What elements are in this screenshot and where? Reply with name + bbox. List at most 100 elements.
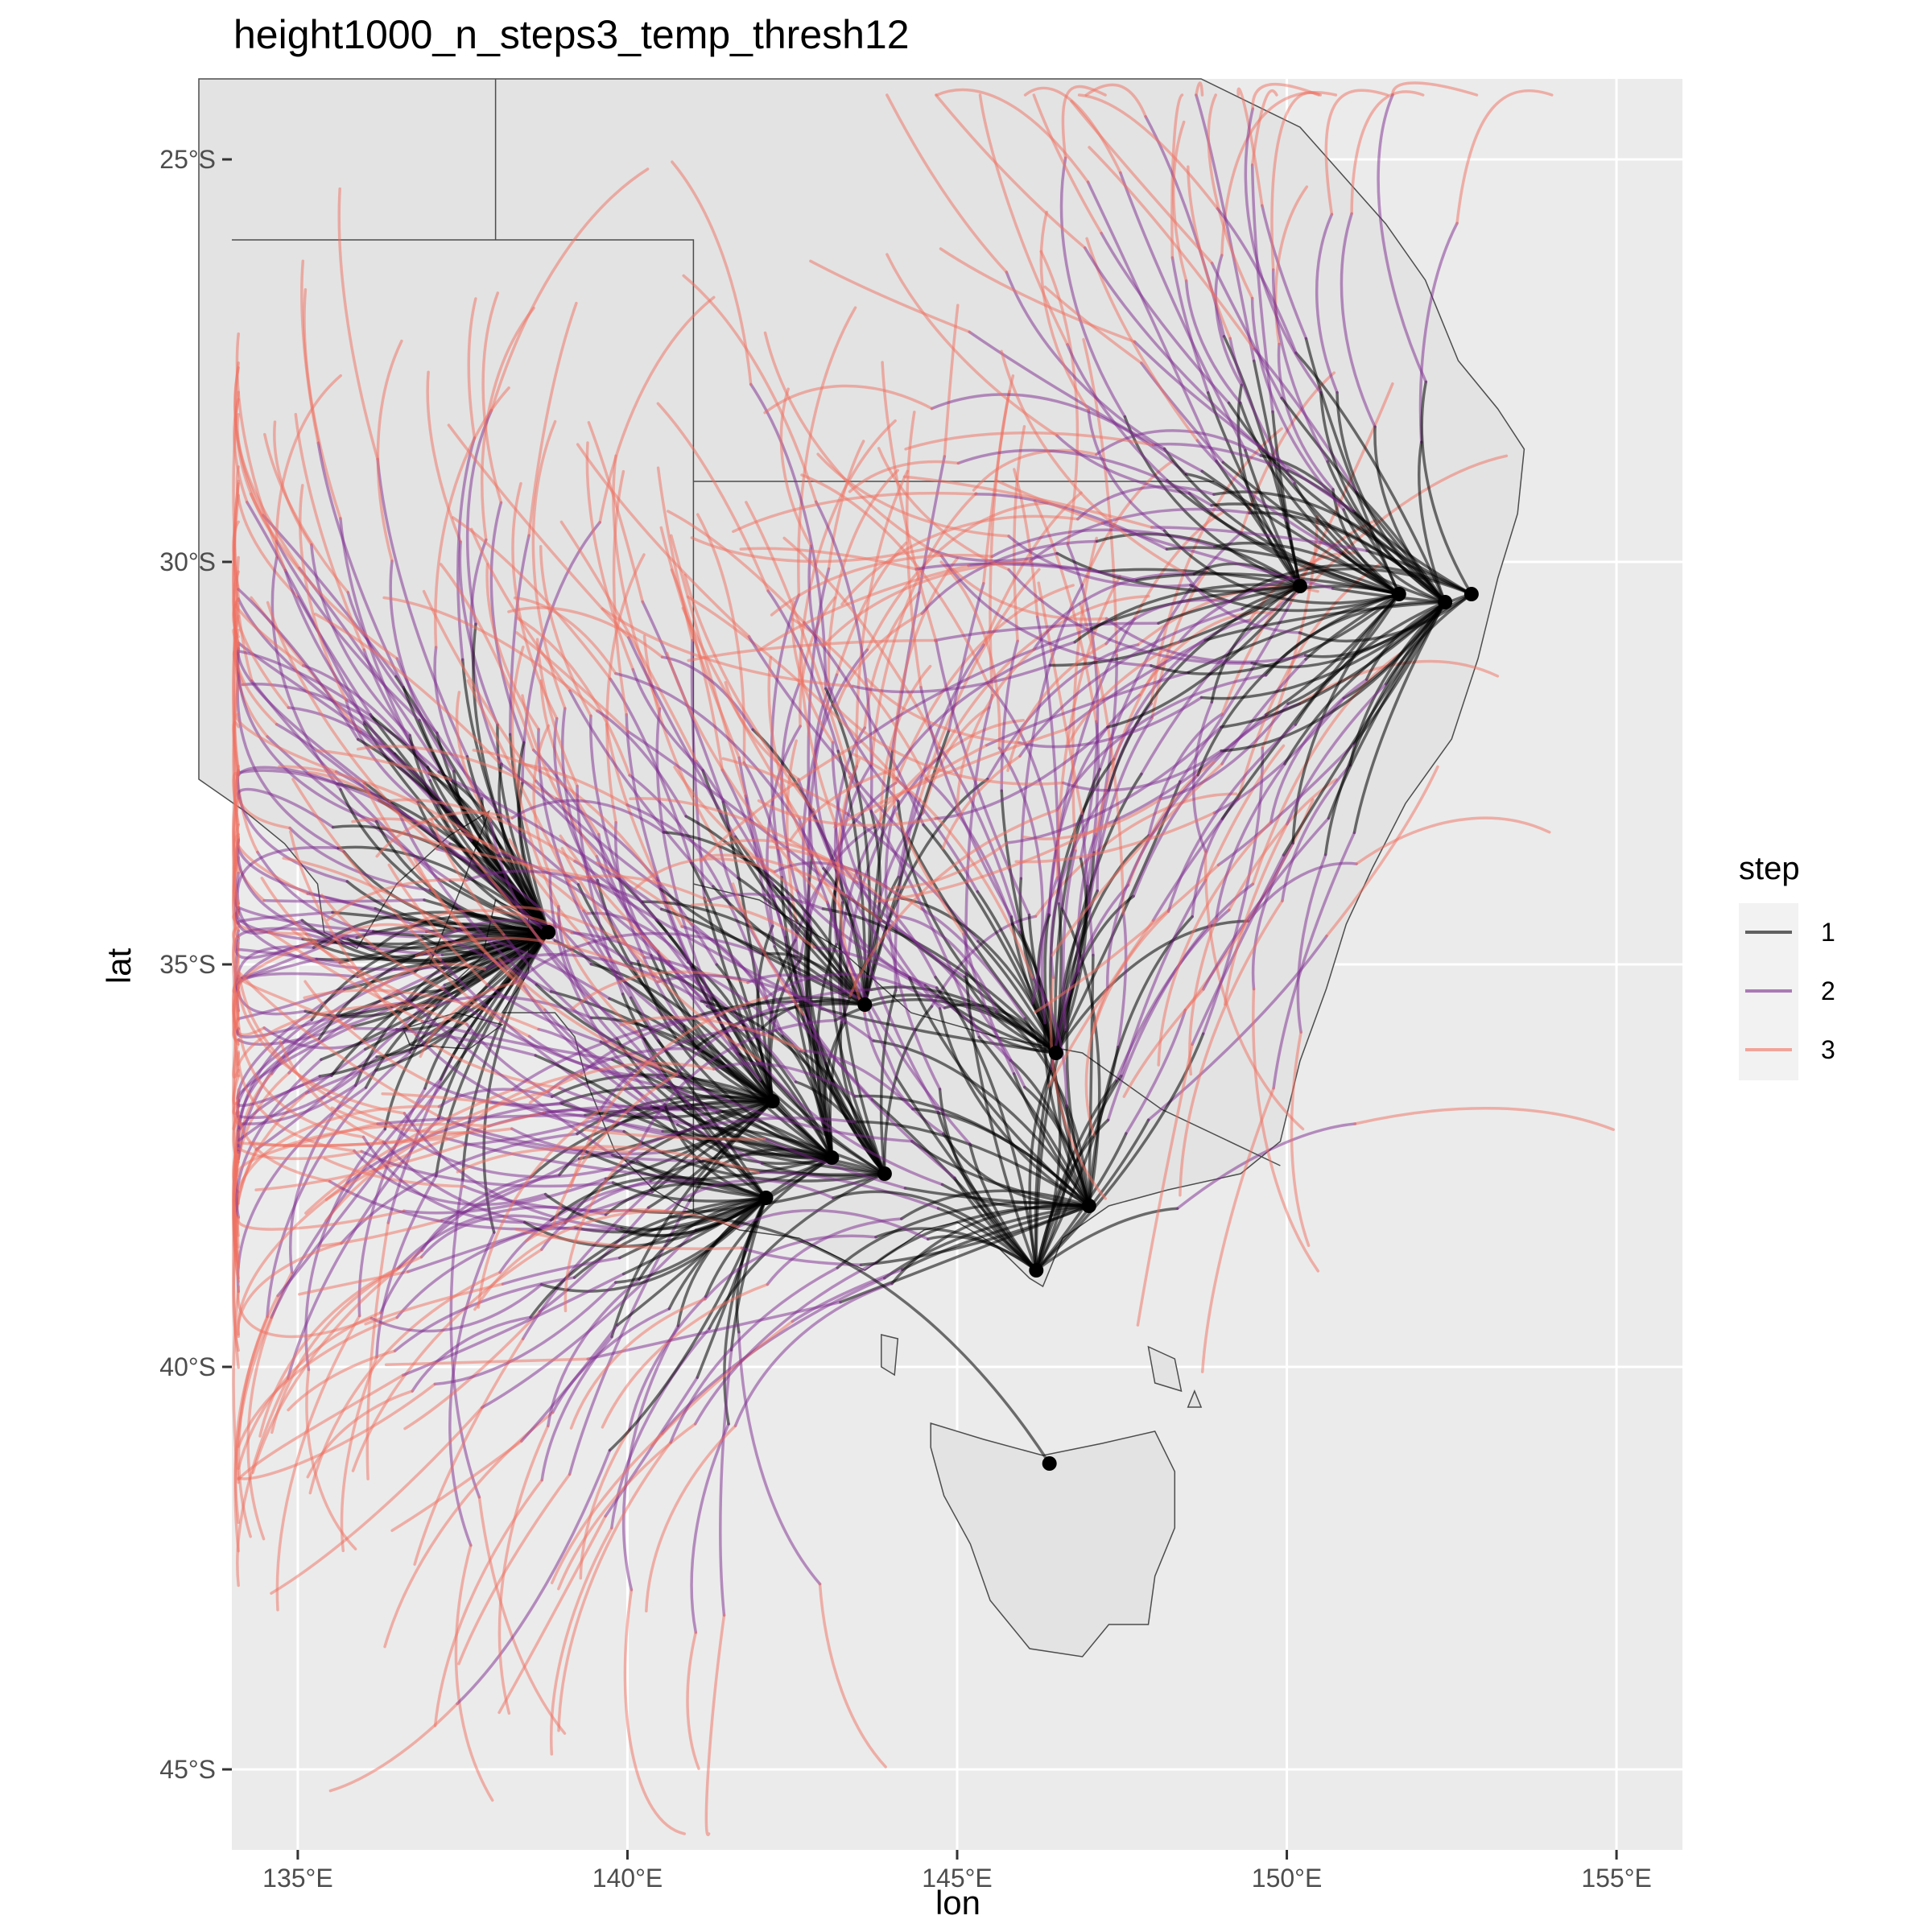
trajectory-step-2: [465, 1022, 700, 1141]
trajectory-step-3: [236, 1088, 332, 1183]
trajectory-step-2: [1184, 279, 1242, 405]
trajectory-step-3: [415, 936, 660, 984]
trajectory-step-3: [921, 706, 991, 815]
trajectory-step-2: [766, 589, 840, 753]
trajectory-step-2: [1019, 583, 1084, 880]
trajectory-step-2: [1215, 762, 1286, 920]
trajectory-step-3: [1203, 849, 1305, 1131]
trajectory-step-2: [920, 539, 1099, 615]
trajectory-step-2: [660, 655, 754, 731]
trajectory-step-3: [1350, 90, 1425, 216]
trajectory-step-3: [376, 339, 403, 563]
trajectory-step-3: [1049, 976, 1107, 1200]
trajectory-step-2: [289, 1084, 357, 1274]
trajectory-step-3: [1033, 863, 1220, 1014]
source-point: [1042, 1456, 1057, 1471]
trajectory-step-1: [940, 1183, 1091, 1210]
land-layer: [198, 78, 1525, 1657]
trajectory-step-1: [543, 1192, 768, 1231]
trajectory-step-3: [422, 589, 538, 783]
trajectory-step-2: [581, 909, 660, 1042]
trajectory-step-3: [433, 1478, 543, 1728]
trajectory-step-2: [1177, 576, 1294, 644]
trajectory-step-3: [852, 753, 1034, 979]
trajectory-step-3: [763, 331, 943, 558]
trajectory-step-3: [939, 247, 1137, 344]
trajectory-step-3: [233, 398, 249, 504]
trajectory-step-3: [1133, 510, 1224, 621]
trajectory-step-3: [881, 361, 938, 644]
trajectory-step-2: [510, 1015, 696, 1092]
trajectory-step-3: [1355, 816, 1551, 865]
trajectory-step-2: [345, 699, 419, 804]
trajectory-step-3: [848, 808, 1059, 997]
trajectory-step-3: [1082, 337, 1118, 657]
trajectory-step-1: [977, 1035, 1091, 1208]
trajectory-step-1: [968, 1142, 1038, 1272]
trajectory-step-2: [237, 906, 438, 971]
trajectory-step-3: [1014, 811, 1216, 864]
x-tick-label: 155°E: [1581, 1864, 1652, 1893]
trajectory-step-3: [473, 1209, 667, 1311]
trajectory-step-2: [855, 626, 1093, 746]
trajectory-step-3: [1250, 89, 1278, 167]
x-tick-label: 145°E: [922, 1864, 993, 1893]
trajectory-step-2: [270, 1078, 443, 1319]
trajectory-step-3: [351, 817, 589, 915]
trajectory-step-3: [550, 1526, 613, 1756]
trajectory-step-3: [497, 1514, 607, 1715]
trajectory-step-2: [456, 436, 477, 662]
trajectory-step-3: [1033, 499, 1098, 724]
trajectory-step-3: [786, 739, 798, 923]
trajectory-step-2: [625, 803, 740, 880]
trajectory-step-1: [657, 1038, 768, 1199]
trajectory-step-3: [681, 606, 801, 820]
trajectory-step-1: [820, 1007, 1058, 1055]
trajectory-step-2: [986, 683, 1064, 910]
trajectory-step-3: [384, 1357, 589, 1367]
trajectory-step-2: [935, 640, 1031, 917]
trajectory-step-2: [1119, 171, 1247, 452]
trajectory-step-1: [550, 1073, 774, 1103]
trajectory-step-1: [953, 1176, 1038, 1272]
trajectory-step-1: [1331, 587, 1447, 604]
trajectory-step-3: [840, 514, 1080, 606]
trajectory-step-2: [1007, 535, 1192, 588]
trajectory-step-3: [237, 1003, 436, 1067]
trajectory-step-1: [1034, 1074, 1123, 1272]
trajectory-step-3: [375, 811, 514, 858]
trajectory-step-2: [436, 847, 593, 966]
trajectory-step-1: [1162, 529, 1401, 605]
trajectory-step-3: [279, 1039, 385, 1144]
trajectory-step-2: [642, 956, 803, 1053]
trajectory-step-3: [381, 1092, 492, 1104]
trajectory-step-3: [1077, 93, 1220, 210]
trajectory-step-1: [1028, 1067, 1054, 1272]
trajectory-step-1: [907, 837, 1058, 1055]
trajectory-step-1: [1150, 592, 1401, 675]
trajectory-step-3: [515, 631, 630, 733]
trajectory-step-3: [267, 930, 424, 1023]
trajectory-step-2: [920, 907, 1026, 1020]
trajectory-step-3: [1088, 146, 1256, 351]
trajectory-step-2: [237, 927, 358, 939]
trajectory-step-1: [1034, 1207, 1179, 1272]
trajectory-step-1: [1221, 460, 1401, 596]
trajectory-step-2: [465, 408, 493, 625]
trajectory-step-2: [236, 646, 378, 824]
trajectory-step-3: [585, 441, 634, 671]
trajectory-step-1: [821, 907, 1058, 1055]
trajectory-step-1: [1373, 425, 1447, 604]
trajectory-step-1: [1339, 551, 1447, 604]
trajectory-step-2: [237, 1074, 333, 1133]
trajectory-step-3: [559, 834, 671, 964]
trajectory-step-3: [456, 1146, 631, 1174]
trajectory-step-2: [1246, 861, 1358, 923]
trajectory-step-3: [455, 691, 493, 823]
trajectory-step-2: [501, 1256, 621, 1286]
trajectory-step-3: [902, 475, 1154, 529]
trajectory-step-2: [1133, 340, 1356, 513]
y-axis-ticks: 25°S 30°S 35°S 40°S 45°S: [159, 145, 232, 1784]
trajectory-step-2: [1104, 598, 1232, 646]
trajectory-step-3: [1391, 81, 1479, 97]
